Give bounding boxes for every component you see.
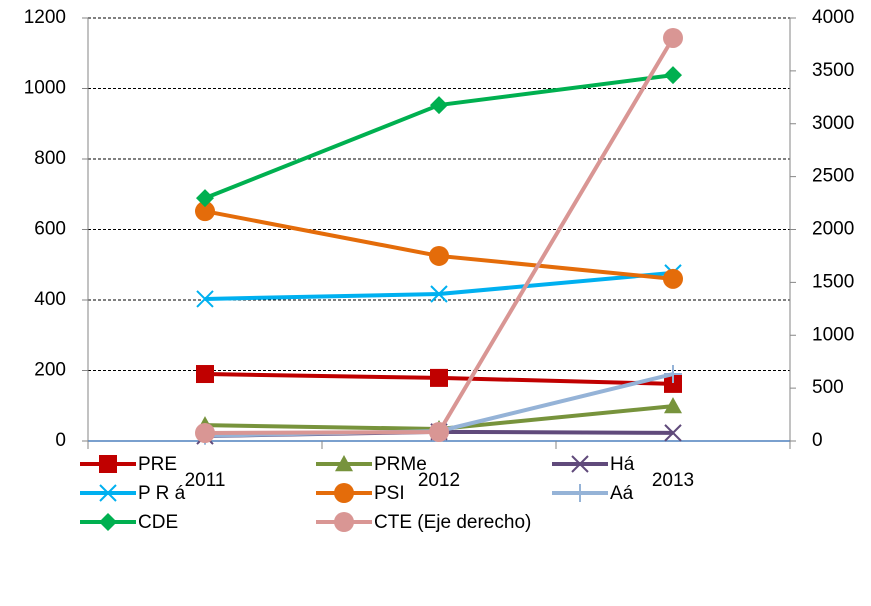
legend-label: PRE <box>138 454 177 475</box>
marker <box>664 424 682 442</box>
y2-tick-label: 1000 <box>812 324 854 345</box>
marker <box>663 268 683 289</box>
series-line <box>204 73 674 200</box>
legend-marker <box>99 455 117 473</box>
marker <box>663 27 683 48</box>
marker <box>664 66 682 85</box>
series-line <box>204 209 674 281</box>
legend-label: P R á <box>138 483 186 504</box>
y-tick-label: 1200 <box>24 7 66 28</box>
y2-tick-label: 500 <box>812 377 844 398</box>
y2-tick-label: 3500 <box>812 60 854 81</box>
y2-tick-label: 2500 <box>812 166 854 187</box>
marker <box>430 368 448 387</box>
legend-marker <box>99 484 117 502</box>
marker <box>430 96 448 115</box>
marker <box>195 422 215 443</box>
y2-tick-label: 2000 <box>812 219 854 240</box>
legend-marker <box>571 484 589 502</box>
legend-marker <box>99 513 117 531</box>
legend-label: CTE (Eje derecho) <box>374 512 531 533</box>
y-tick-label: 200 <box>34 360 66 381</box>
marker <box>195 201 215 222</box>
marker <box>196 189 214 208</box>
legend-label: Há <box>610 454 635 475</box>
legend-marker <box>334 512 354 532</box>
legend-marker <box>571 455 589 473</box>
marker <box>429 245 449 266</box>
y2-tick-label: 4000 <box>812 7 854 28</box>
legend-marker <box>334 483 354 503</box>
legend-label: CDE <box>138 512 178 533</box>
x-tick-label: 2012 <box>418 470 460 491</box>
y-tick-label: 0 <box>55 430 66 451</box>
y-tick-label: 600 <box>34 219 66 240</box>
legend-label: PSI <box>374 483 405 504</box>
x-tick-label: 2013 <box>652 470 694 491</box>
marker <box>429 422 449 443</box>
legend-label: PRMe <box>374 454 427 475</box>
legend-label: Aá <box>610 483 634 504</box>
y2-tick-label: 0 <box>812 430 823 451</box>
y-tick-label: 400 <box>34 289 66 310</box>
legend-marker <box>335 455 353 472</box>
marker <box>430 285 448 303</box>
y-tick-label: 1000 <box>24 78 66 99</box>
y-tick-label: 800 <box>34 148 66 169</box>
marker <box>196 365 214 384</box>
marker <box>664 365 682 384</box>
y2-tick-label: 1500 <box>812 271 854 292</box>
marker <box>664 374 682 393</box>
marker <box>196 290 214 308</box>
y2-tick-label: 3000 <box>812 113 854 134</box>
marker <box>664 397 682 414</box>
x-tick-label: 2011 <box>185 470 226 491</box>
